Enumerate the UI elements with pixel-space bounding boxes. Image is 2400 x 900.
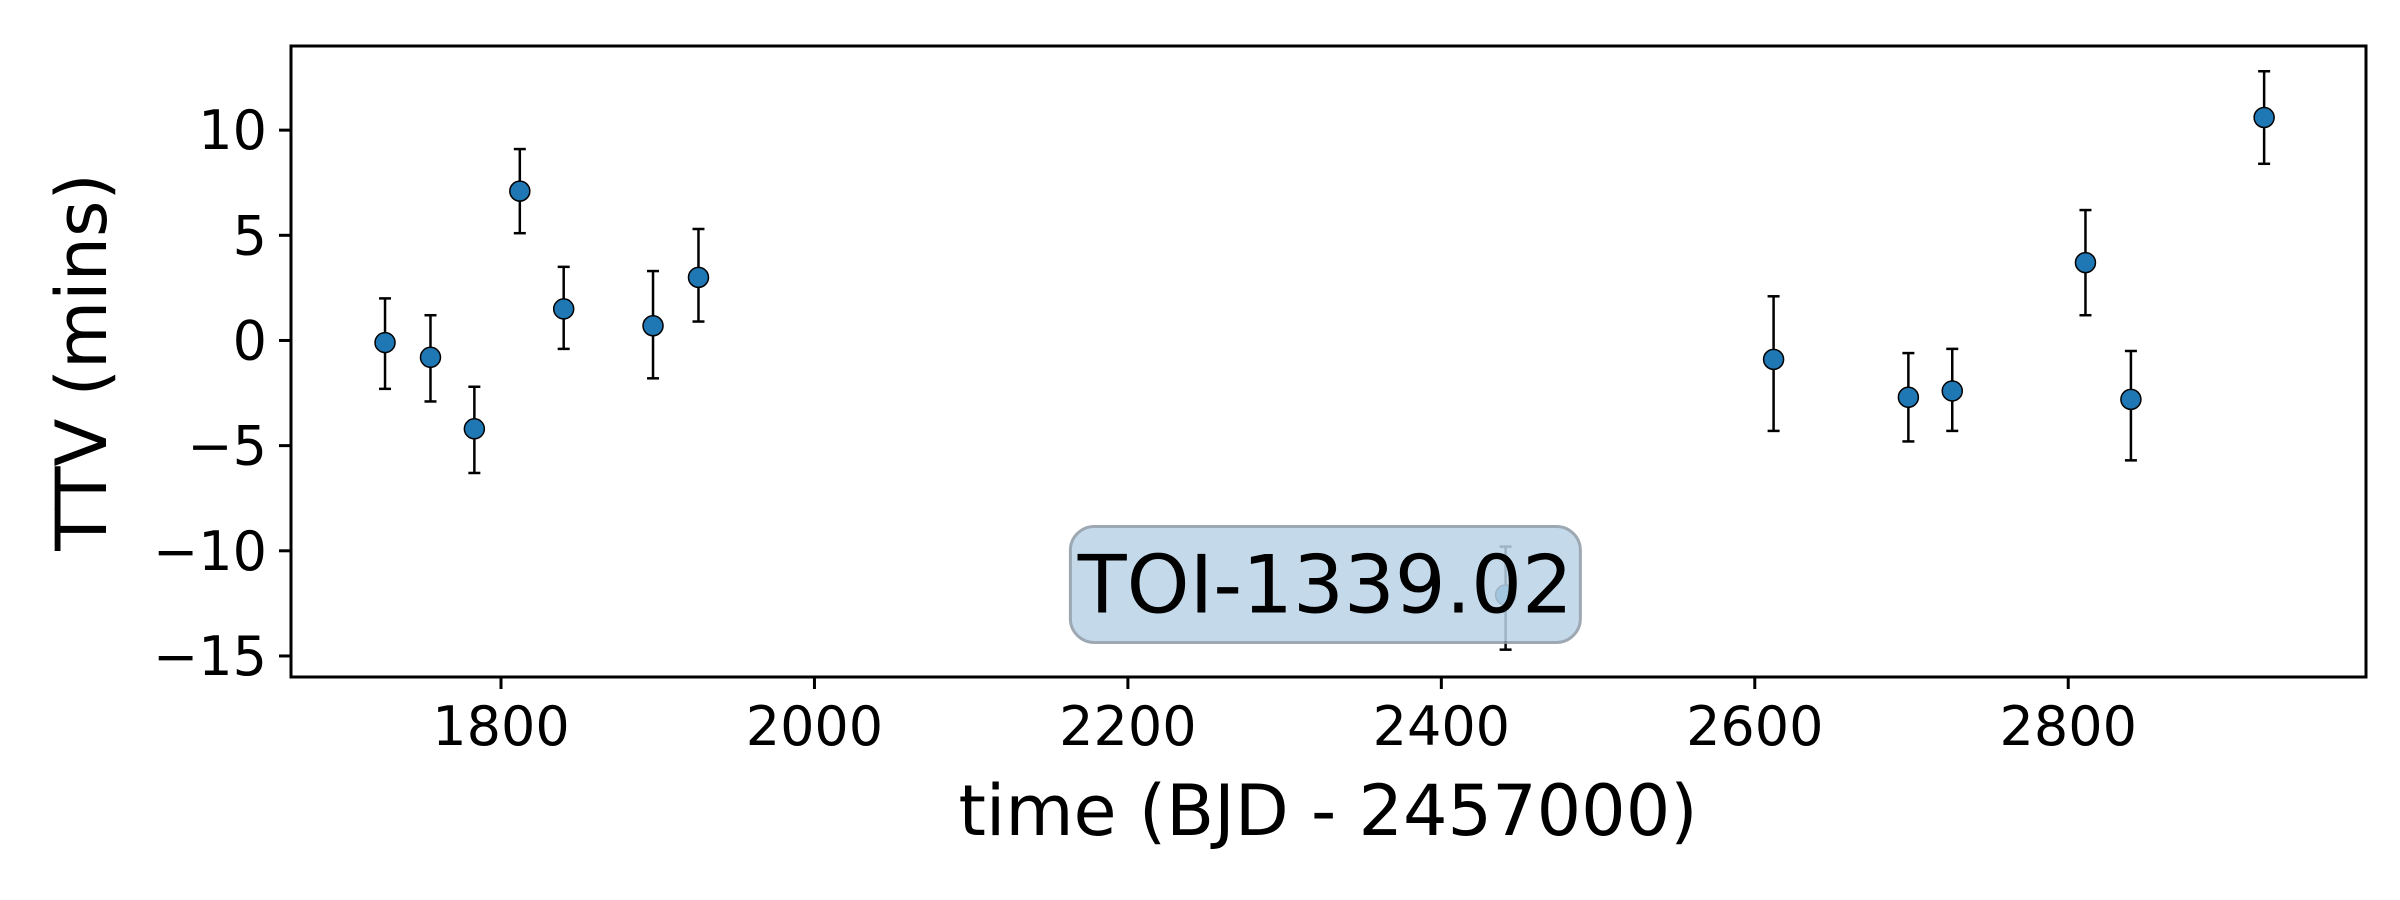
y-tick-label: −10 (153, 520, 267, 583)
point-marker (419, 346, 442, 369)
data-point (374, 297, 396, 391)
y-tick-label: 5 (233, 204, 267, 267)
data-point (2120, 349, 2142, 462)
point-marker (1897, 386, 1920, 409)
point-marker (687, 266, 710, 289)
data-point (1941, 347, 1964, 433)
point-marker (2074, 251, 2097, 274)
plot-frame (289, 44, 2368, 679)
point-marker (374, 331, 396, 354)
point-marker (463, 418, 486, 440)
annotation-label: TOI-1339.02 (1077, 538, 1573, 631)
x-tick-label: 2800 (2000, 695, 2137, 758)
data-point (642, 269, 664, 380)
data-point (2074, 208, 2097, 317)
y-axis-label: TTV (mins) (41, 173, 123, 552)
x-axis-ticks: 1800 2000 2200 2400 2600 2800 (432, 677, 2137, 758)
point-marker (2253, 106, 2275, 129)
data-point (1762, 295, 1785, 433)
data-point (2253, 69, 2275, 166)
x-tick-label: 2400 (1373, 695, 1510, 758)
annotation-box (1068, 524, 1582, 644)
point-marker (642, 314, 664, 337)
point-marker (1762, 348, 1785, 371)
y-tick-label: −15 (153, 625, 267, 688)
point-marker (1941, 380, 1964, 402)
x-tick-label: 1800 (432, 695, 569, 758)
point-marker (552, 298, 575, 320)
data-point (509, 147, 531, 235)
x-tick-label: 2200 (1059, 695, 1196, 758)
data-point (419, 313, 442, 403)
y-axis-ticks: −15 −10 −5 0 5 10 (153, 99, 291, 688)
data-point (463, 385, 486, 475)
y-tick-label: −5 (187, 415, 267, 478)
y-tick-label: 0 (233, 309, 267, 372)
data-point (1897, 351, 1920, 443)
x-axis-label: time (BJD - 2457000) (958, 770, 1697, 852)
point-marker (2120, 388, 2142, 411)
y-tick-label: 10 (198, 99, 267, 162)
data-point (552, 265, 575, 351)
data-point (687, 227, 710, 323)
x-tick-label: 2000 (746, 695, 883, 758)
planet-annotation: TOI-1339.02 (1068, 524, 1582, 644)
point-marker (509, 180, 531, 202)
x-tick-label: 2600 (1686, 695, 1823, 758)
